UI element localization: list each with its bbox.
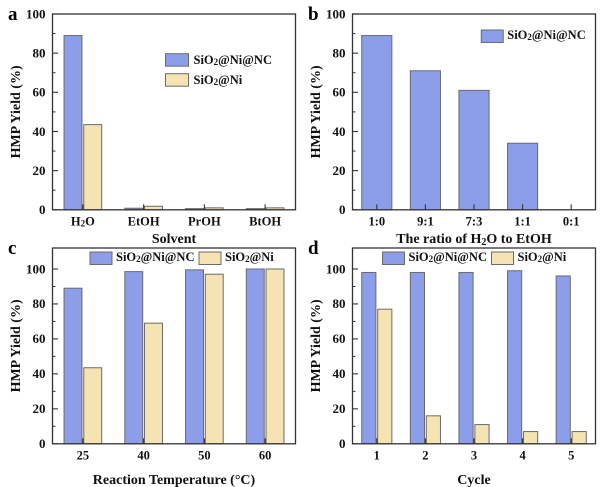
svg-text:20: 20 (333, 163, 346, 178)
svg-text:100: 100 (26, 6, 46, 21)
svg-text:80: 80 (333, 45, 346, 60)
svg-text:d: d (308, 238, 319, 259)
svg-text:HMP Yield (%): HMP Yield (%) (309, 299, 324, 392)
svg-text:EtOH: EtOH (128, 214, 160, 228)
svg-text:c: c (8, 238, 16, 259)
svg-text:20: 20 (333, 401, 346, 416)
svg-text:1:0: 1:0 (368, 214, 385, 228)
svg-text:5: 5 (568, 448, 574, 462)
svg-text:100: 100 (326, 6, 346, 21)
svg-text:HMP Yield (%): HMP Yield (%) (9, 65, 24, 158)
svg-text:25: 25 (77, 448, 90, 462)
svg-text:40: 40 (333, 366, 346, 381)
svg-text:SiO2@Ni: SiO2@Ni (194, 73, 243, 87)
svg-text:60: 60 (333, 331, 346, 346)
svg-text:20: 20 (33, 401, 46, 416)
svg-text:2: 2 (422, 448, 428, 462)
svg-text:60: 60 (333, 85, 346, 100)
svg-text:0: 0 (39, 202, 46, 217)
svg-text:SiO2@Ni: SiO2@Ni (518, 250, 567, 264)
svg-text:H2O: H2O (71, 214, 95, 228)
svg-text:40: 40 (33, 124, 46, 139)
svg-text:3: 3 (471, 448, 477, 462)
svg-text:100: 100 (26, 261, 46, 276)
svg-text:4: 4 (519, 448, 526, 462)
svg-text:SiO2@Ni@NC: SiO2@Ni@NC (194, 53, 272, 67)
svg-text:100: 100 (326, 261, 346, 276)
svg-text:80: 80 (33, 296, 46, 311)
svg-text:0: 0 (339, 202, 346, 217)
svg-text:PrOH: PrOH (188, 214, 221, 228)
svg-text:9:1: 9:1 (417, 214, 434, 228)
svg-text:BtOH: BtOH (249, 214, 281, 228)
svg-text:40: 40 (333, 124, 346, 139)
svg-text:40: 40 (137, 448, 150, 462)
svg-text:0:1: 0:1 (563, 214, 580, 228)
svg-text:60: 60 (33, 331, 46, 346)
svg-text:HMP Yield (%): HMP Yield (%) (309, 65, 324, 158)
svg-text:80: 80 (333, 296, 346, 311)
svg-text:0: 0 (339, 436, 346, 451)
svg-text:Reaction Temperature (°C): Reaction Temperature (°C) (93, 473, 256, 487)
svg-text:40: 40 (33, 366, 46, 381)
svg-text:60: 60 (33, 85, 46, 100)
svg-text:1:1: 1:1 (514, 214, 531, 228)
svg-text:SiO2@Ni@NC: SiO2@Ni@NC (116, 250, 194, 264)
svg-text:SiO2@Ni: SiO2@Ni (225, 250, 274, 264)
svg-text:0: 0 (39, 436, 46, 451)
svg-text:b: b (308, 4, 319, 25)
svg-text:a: a (8, 4, 18, 25)
svg-text:HMP Yield (%): HMP Yield (%) (9, 299, 24, 392)
svg-text:80: 80 (33, 45, 46, 60)
svg-text:7:3: 7:3 (466, 214, 483, 228)
svg-text:1: 1 (374, 448, 380, 462)
svg-text:50: 50 (198, 448, 211, 462)
svg-text:SiO2@Ni@NC: SiO2@Ni@NC (507, 28, 585, 42)
svg-text:60: 60 (259, 448, 272, 462)
svg-text:Cycle: Cycle (457, 473, 490, 487)
svg-text:20: 20 (33, 163, 46, 178)
svg-text:SiO2@Ni@NC: SiO2@Ni@NC (409, 250, 487, 264)
